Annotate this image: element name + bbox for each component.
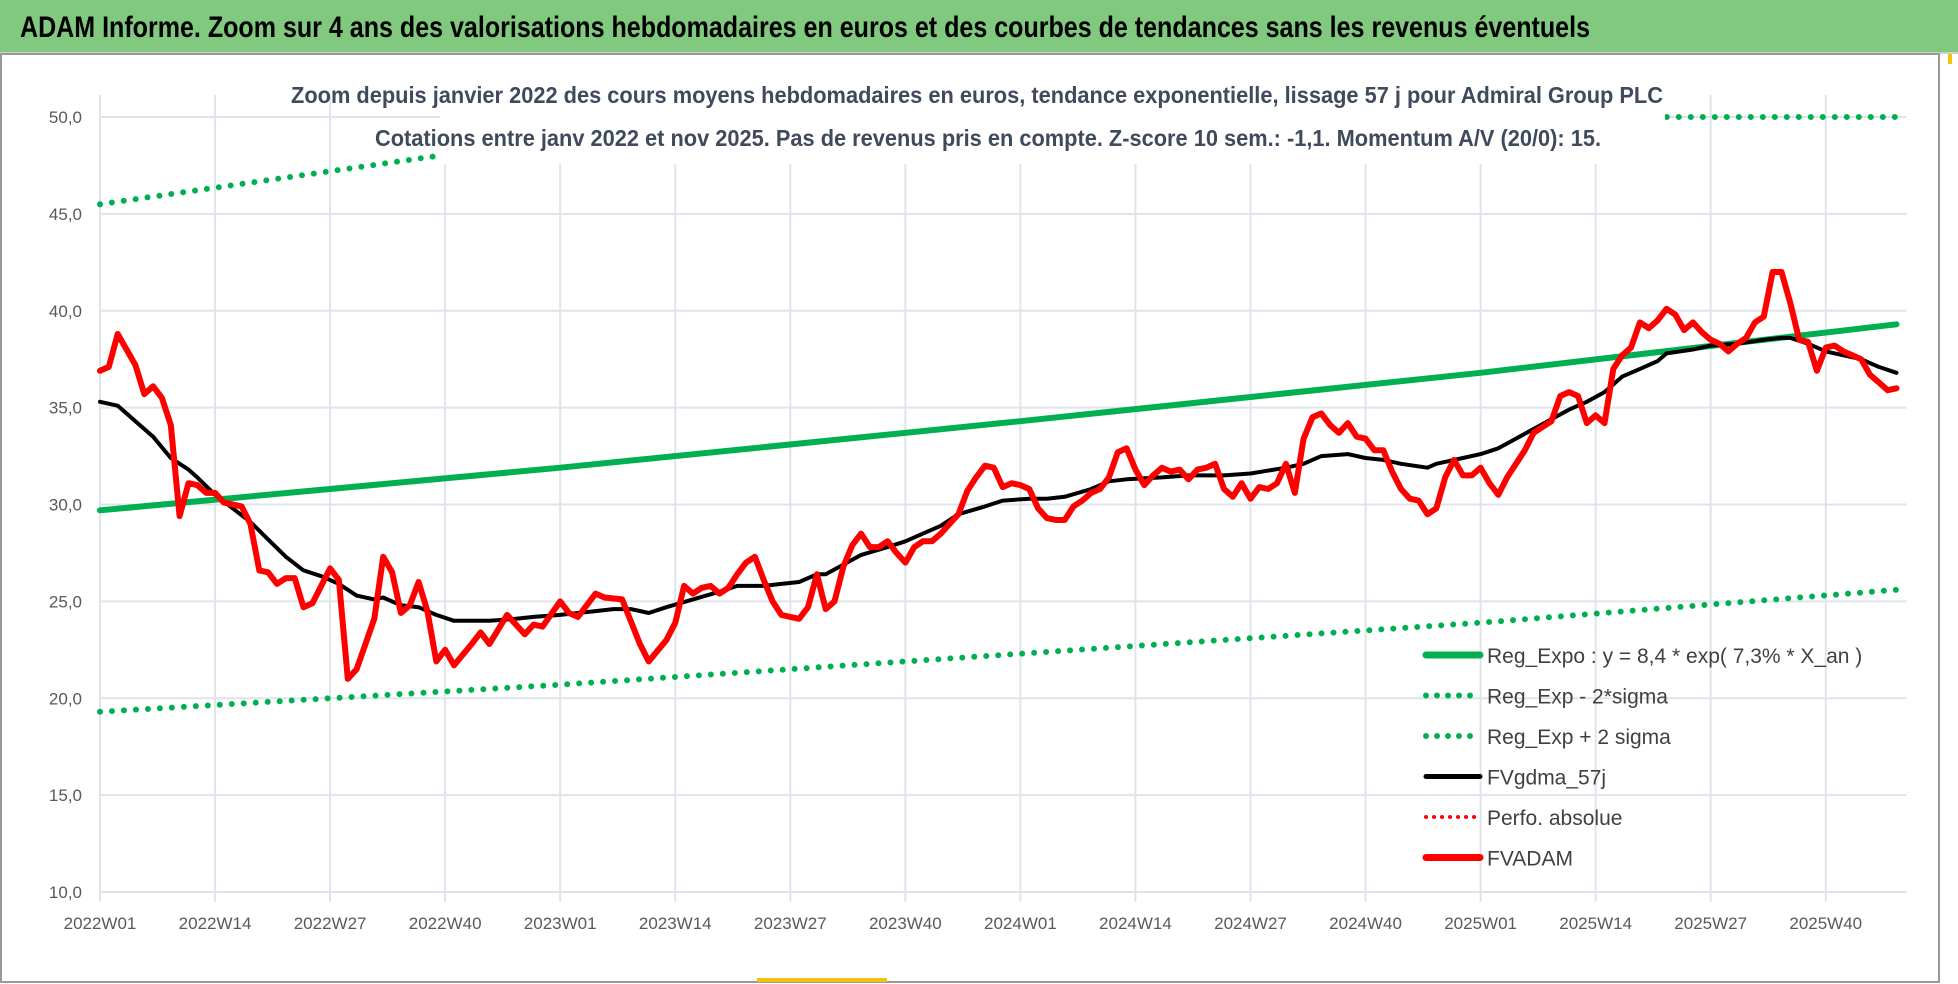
legend-label: FVgdma_57j <box>1487 767 1606 790</box>
legend-label: Reg_Exp + 2 sigma <box>1487 726 1671 749</box>
x-axis-labels: 2022W01 2022W14 2022W27 2022W40 2023W01 2023W… <box>64 914 1863 933</box>
y-tick-label: 40,0 <box>49 302 82 321</box>
y-tick-label: 45,0 <box>49 205 82 224</box>
chart-frame <box>0 53 1940 983</box>
x-tick-label: 2023W14 <box>639 914 712 933</box>
x-tick-label: 2025W14 <box>1559 914 1632 933</box>
legend-label: Reg_Exp - 2*sigma <box>1487 686 1668 709</box>
series-lines <box>97 114 1900 715</box>
legend-label: Perfo. absolue <box>1487 807 1622 830</box>
scroll-marker-right <box>1948 54 1952 64</box>
chart-title-line1: Zoom depuis janvier 2022 des cours moyen… <box>291 82 1663 108</box>
y-tick-label: 25,0 <box>49 592 82 611</box>
scroll-marker-bottom <box>757 978 887 982</box>
chart-title-line2: Cotations entre janv 2022 et nov 2025. P… <box>375 125 1601 151</box>
legend: Reg_Expo : y = 8,4 * exp( 7,3% * X_an ) R… <box>1422 645 1862 871</box>
series-line-fvgdma_57j-3 <box>98 335 1899 623</box>
x-tick-label: 2023W27 <box>754 914 827 933</box>
header-title: ADAM Informe. Zoom sur 4 ans des valoris… <box>20 11 1590 44</box>
y-tick-label: 50,0 <box>49 108 82 127</box>
x-tick-label: 2025W27 <box>1674 914 1747 933</box>
x-tick-label: 2024W27 <box>1214 914 1287 933</box>
series-line-reg_exp-1 <box>97 586 1900 715</box>
gridlines <box>99 95 1907 902</box>
x-tick-label: 2022W01 <box>64 914 137 933</box>
x-tick-label: 2024W01 <box>984 914 1057 933</box>
legend-label: FVADAM <box>1487 848 1573 871</box>
y-axis-labels: 10,0 15,0 20,0 25,0 30,0 35,0 40,0 45,0 50,0 <box>49 108 82 902</box>
x-tick-label: 2022W14 <box>179 914 252 933</box>
x-tick-label: 2024W14 <box>1099 914 1172 933</box>
y-tick-label: 35,0 <box>49 399 82 418</box>
y-tick-label: 10,0 <box>49 883 82 902</box>
header-bar <box>0 0 1958 52</box>
y-tick-label: 15,0 <box>49 786 82 805</box>
x-tick-label: 2025W01 <box>1444 914 1517 933</box>
x-tick-label: 2022W27 <box>294 914 367 933</box>
series-line-fvadam-5 <box>97 269 1900 682</box>
x-tick-label: 2024W40 <box>1329 914 1402 933</box>
x-tick-label: 2025W40 <box>1789 914 1862 933</box>
title-box <box>440 72 1665 164</box>
x-tick-label: 2022W40 <box>409 914 482 933</box>
x-tick-label: 2023W01 <box>524 914 597 933</box>
legend-label: Reg_Expo : y = 8,4 * exp( 7,3% * X_an ) <box>1487 645 1862 668</box>
y-tick-label: 20,0 <box>49 689 82 708</box>
y-tick-label: 30,0 <box>49 496 82 515</box>
x-tick-label: 2023W40 <box>869 914 942 933</box>
